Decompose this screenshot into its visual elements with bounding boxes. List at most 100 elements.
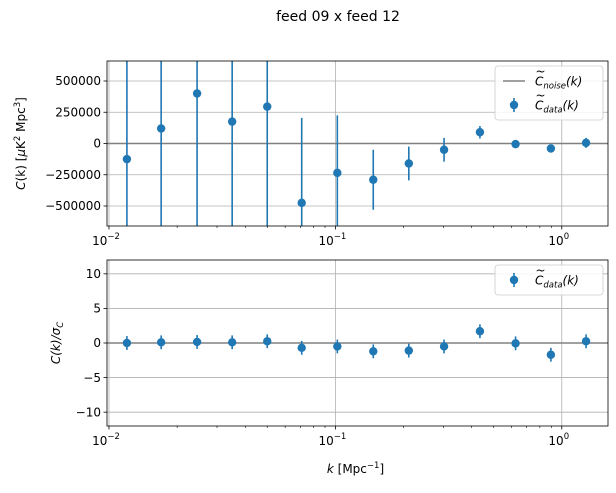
legend-box [494, 65, 604, 121]
data-point [581, 138, 591, 148]
figure-title: feed 09 x feed 12 [276, 9, 400, 25]
legend-subscript: data [543, 281, 562, 291]
legend-box [494, 264, 604, 296]
ylabel-symbol: C [14, 181, 28, 190]
data-point [475, 327, 485, 336]
data-point [156, 338, 166, 347]
xlabel-exponent: −1 [367, 461, 380, 471]
y-tick-label: 0 [93, 137, 101, 151]
data-point [192, 337, 202, 347]
x-tick-label: 10−2 [92, 232, 120, 248]
x-tick-base: 10 [318, 434, 333, 448]
data-point [122, 338, 132, 348]
xlabel-unit: [Mpc [334, 462, 367, 476]
legend-point-swatch [509, 275, 519, 285]
data-point [263, 337, 272, 346]
plot-area [107, 61, 608, 226]
y-tick-label: 500000 [55, 74, 101, 88]
x-tick-label: 100 [548, 232, 569, 248]
legend-symbol: C [535, 75, 544, 89]
data-point [263, 102, 272, 111]
data-point [192, 89, 202, 98]
y-tick-label: −250000 [45, 168, 101, 182]
legend-entry-label: Cdata(k) [535, 274, 579, 291]
x-tick-base: 10 [548, 234, 563, 248]
data-point [227, 117, 237, 126]
data-point [297, 198, 306, 208]
legend-point-swatch [509, 100, 519, 110]
xlabel-symbol: k [327, 462, 335, 476]
y-tick-label: 10 [86, 267, 101, 281]
ylabel-unit: K [14, 140, 28, 149]
legend-suffix: (k) [563, 274, 579, 288]
ylabel-symbol: C [49, 355, 63, 364]
data-point [369, 347, 378, 356]
data-point [546, 350, 556, 359]
data-point [511, 339, 520, 348]
x-tick-exponent: 0 [564, 232, 569, 242]
legend-symbol: C [535, 274, 544, 288]
legend-subscript: data [543, 106, 562, 116]
legend-suffix: (k) [566, 75, 582, 89]
x-tick-base: 10 [92, 434, 107, 448]
legend-entry-label: Cdata(k) [535, 99, 579, 116]
x-axis-label: k [Mpc−1] [327, 461, 384, 476]
data-point [227, 338, 237, 347]
data-point [333, 168, 342, 178]
x-tick-base: 10 [92, 234, 107, 248]
x-tick-exponent: −2 [107, 232, 120, 242]
ylabel-text: (k) [ [14, 157, 28, 182]
legend-tilde: ~ [536, 264, 546, 278]
y-tick-label: 250000 [55, 105, 101, 119]
ylabel-exponent: 3 [13, 102, 23, 107]
legend-symbol: C [535, 99, 544, 113]
x-tick-base: 10 [318, 234, 333, 248]
legend-tilde: ~ [536, 89, 546, 103]
data-point [439, 342, 449, 351]
legend-tilde: ~ [536, 65, 546, 79]
data-point [546, 144, 556, 153]
ylabel-subscript: C [56, 322, 66, 328]
x-tick-exponent: −1 [334, 232, 347, 242]
data-point [439, 145, 449, 154]
x-tick-label: 10−1 [318, 232, 346, 248]
x-tick-exponent: −1 [334, 432, 347, 442]
ylabel-text: ] [14, 97, 28, 102]
legend: Cnoise(k)~Cdata(k)~ [494, 65, 604, 121]
data-point [122, 154, 132, 164]
data-point [333, 342, 342, 351]
data-point [581, 337, 591, 346]
legend: Cdata(k)~ [494, 264, 604, 296]
y-tick-label: 0 [93, 336, 101, 350]
legend-suffix: (k) [563, 99, 579, 113]
x-tick-label: 100 [548, 432, 569, 448]
y-axis-label: C(k) [μK2 Mpc3] [13, 97, 28, 190]
ylabel-exponent: 2 [13, 136, 23, 141]
y-tick-label: 5 [93, 302, 101, 316]
x-tick-label: 10−1 [318, 432, 346, 448]
x-tick-base: 10 [548, 434, 563, 448]
ylabel-unit: Mpc [14, 107, 28, 135]
data-point [369, 175, 378, 184]
legend-entry-label: Cnoise(k) [535, 75, 582, 92]
x-tick-exponent: 0 [564, 432, 569, 442]
xlabel-text: ] [379, 462, 384, 476]
data-point [297, 343, 306, 353]
y-tick-label: −5 [83, 371, 101, 385]
x-tick-exponent: −2 [107, 432, 120, 442]
y-tick-label: −500000 [45, 199, 101, 213]
ylabel-text: (k)/σ [49, 327, 63, 355]
ylabel-mu: μ [14, 149, 28, 158]
data-point [404, 346, 414, 355]
data-point [475, 128, 485, 137]
data-point [511, 139, 520, 149]
plot-area [107, 324, 608, 362]
y-tick-label: −10 [76, 405, 101, 419]
top-panel: 10−2 10−1 1005000002500000−250000−500000C(… [13, 60, 609, 248]
x-tick-label: 10−2 [92, 432, 120, 448]
data-point [156, 124, 166, 133]
y-axis-label: C(k)/σC [49, 322, 66, 364]
data-point [404, 159, 414, 168]
